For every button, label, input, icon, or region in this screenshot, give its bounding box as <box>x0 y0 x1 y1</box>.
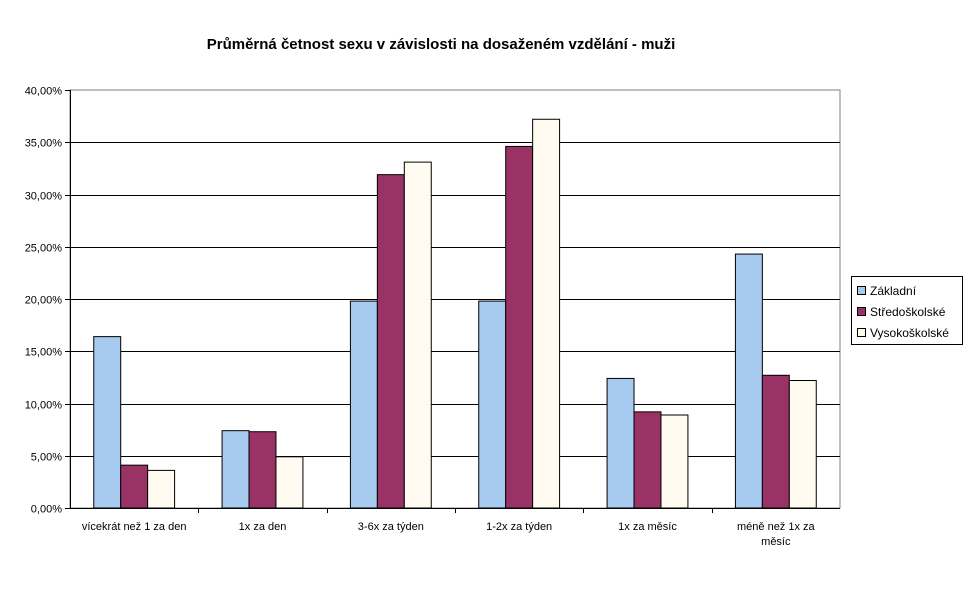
y-tick-label: 25,00% <box>25 243 63 255</box>
bar <box>660 414 689 509</box>
legend: Základní Středoškolské Vysokoškolské <box>851 276 963 345</box>
bar <box>505 145 534 509</box>
x-tick-label: 1-2x za týden <box>486 521 552 533</box>
x-tick-label: 1x za den <box>239 521 287 533</box>
y-tick-label: 5,00% <box>31 452 62 464</box>
bar <box>761 374 790 509</box>
legend-swatch <box>857 286 866 295</box>
x-tick-label: 1x za měsíc <box>618 521 677 533</box>
legend-swatch <box>857 307 866 316</box>
legend-swatch <box>857 328 866 337</box>
bar <box>532 118 561 509</box>
bar <box>734 253 763 509</box>
x-tick-label: 3-6x za týden <box>358 521 424 533</box>
y-tick-label: 20,00% <box>25 295 63 307</box>
legend-label: Středoškolské <box>870 305 946 319</box>
bar <box>275 456 304 509</box>
bar <box>221 430 250 509</box>
legend-box <box>851 276 963 345</box>
x-tick-label: měsíc <box>761 536 791 548</box>
y-tick-label: 35,00% <box>25 138 63 150</box>
bar <box>349 300 378 509</box>
bar <box>606 377 635 509</box>
y-tick-label: 10,00% <box>25 400 63 412</box>
plot-area: 0,00% 5,00% 10,00% 15,00% 20,00% 25,00% 30,00%… <box>25 86 841 548</box>
y-tick-label: 0,00% <box>31 504 62 516</box>
bar <box>120 464 149 509</box>
bar <box>376 174 405 509</box>
bar <box>403 161 432 509</box>
bar <box>147 469 176 509</box>
legend-label: Základní <box>870 284 917 298</box>
legend-label: Vysokoškolské <box>870 326 949 340</box>
chart-title: Průměrná četnost sexu v závislosti na do… <box>207 36 676 53</box>
bar <box>93 336 122 509</box>
y-tick-label: 30,00% <box>25 191 63 203</box>
bar <box>248 431 277 509</box>
x-tick-label: méně než 1x za <box>737 521 816 533</box>
bar <box>478 300 507 509</box>
x-tick-label: vícekrát než 1 za den <box>82 521 187 533</box>
bar <box>633 411 662 509</box>
y-tick-label: 15,00% <box>25 347 63 359</box>
y-tick-label: 40,00% <box>25 86 63 98</box>
bar <box>788 380 817 509</box>
